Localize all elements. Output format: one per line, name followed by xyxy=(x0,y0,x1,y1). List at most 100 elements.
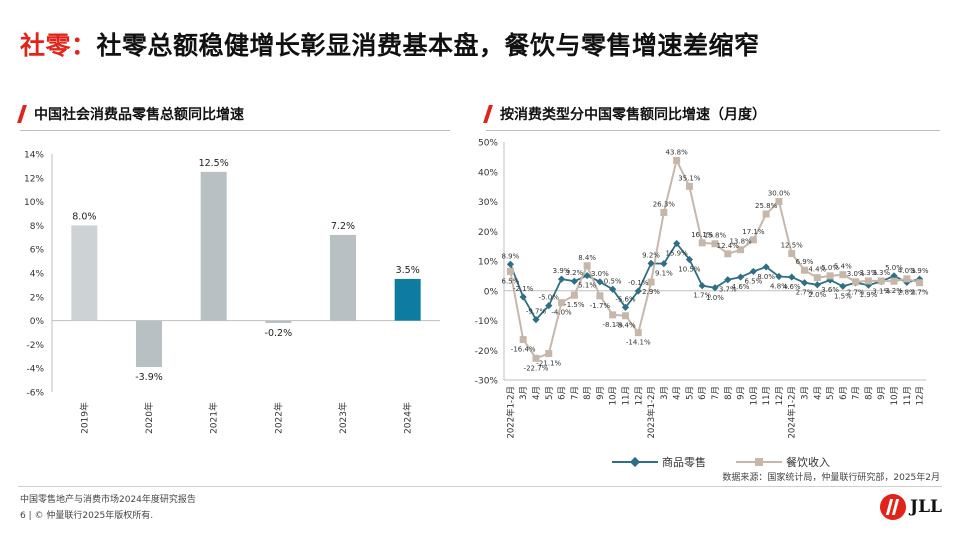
line-x-tick-label: 2024年1-2月 xyxy=(787,386,798,439)
retail-data-label: 0.5% xyxy=(604,277,622,285)
retail-data-label: 4.8% xyxy=(770,282,788,290)
legend-label-retail: 商品零售 xyxy=(662,456,706,469)
retail-data-label: 2.8% xyxy=(898,288,916,296)
line-x-tick-label: 3月 xyxy=(519,386,529,400)
retail-data-label: 4.6% xyxy=(783,283,801,291)
catering-point xyxy=(506,267,514,275)
catering-data-label: 5.4% xyxy=(834,263,852,271)
catering-data-label: 25.8% xyxy=(755,202,778,210)
data-source: 数据来源：国家统计局，仲量联行研究部，2025年2月 xyxy=(722,473,940,483)
catering-point xyxy=(673,156,681,164)
retail-data-label: 15.9% xyxy=(666,249,689,257)
bar-y-tick-label: 8% xyxy=(30,222,45,232)
catering-data-label: -1.7% xyxy=(590,302,611,310)
retail-point xyxy=(609,285,617,293)
line-x-tick-label: 11月 xyxy=(621,386,631,405)
catering-data-label: 4.0% xyxy=(898,267,916,275)
catering-data-label: -21.1% xyxy=(536,360,561,368)
catering-data-label: -8.1% xyxy=(603,321,624,329)
retail-point xyxy=(916,275,924,283)
catering-data-label: 13.8% xyxy=(729,238,752,246)
retail-data-label: -2.1% xyxy=(513,285,534,293)
left-panel-title: 中国社会消费品零售总额同比增速 xyxy=(34,107,244,123)
catering-data-label: 17.1% xyxy=(742,228,765,236)
line-x-tick-label: 5月 xyxy=(826,386,836,400)
catering-data-label: -4.0% xyxy=(551,309,572,317)
bar-2023年 xyxy=(330,234,356,321)
catering-point xyxy=(583,262,591,270)
catering-data-label: -22.7% xyxy=(524,364,549,372)
bar-2024年 xyxy=(394,278,421,321)
retail-point xyxy=(660,260,668,268)
catering-data-label: 2.9% xyxy=(642,288,660,296)
legend-item-retail: 商品零售 xyxy=(612,454,706,470)
retail-point xyxy=(685,255,694,264)
catering-data-label: -14.1% xyxy=(626,339,651,347)
line-x-tick-label: 6月 xyxy=(839,386,849,400)
retail-data-label: 1.7% xyxy=(693,292,711,300)
retail-point xyxy=(826,276,834,284)
retail-point xyxy=(736,273,745,281)
retail-data-label: 6.5% xyxy=(744,277,762,285)
line-x-tick-label: 3月 xyxy=(801,386,811,400)
catering-point xyxy=(545,350,553,358)
catering-data-label: 43.8% xyxy=(666,148,689,156)
catering-data-label: 30.0% xyxy=(768,190,791,198)
retail-point xyxy=(724,276,732,284)
line-x-tick-label: 5月 xyxy=(685,386,695,400)
jll-logo-icon xyxy=(880,494,907,520)
retail-point xyxy=(596,278,604,286)
catering-point xyxy=(698,239,706,247)
line-x-tick-label: 11月 xyxy=(762,386,772,405)
bar-x-tick-label: 2019年 xyxy=(78,402,90,434)
catering-point xyxy=(903,275,911,283)
legend-label-catering: 餐饮收入 xyxy=(786,456,830,469)
catering-point xyxy=(660,209,668,217)
catering-data-label: 3.2% xyxy=(885,287,903,295)
line-x-tick-label: 9月 xyxy=(737,386,747,400)
retail-data-label: 3.9% xyxy=(553,267,571,275)
right-panel-header: 按消费类型分中国零售额同比增速（月度） xyxy=(483,102,766,126)
catering-point xyxy=(724,250,732,258)
line-chart-legend: 商品零售 餐饮收入 xyxy=(612,454,860,470)
bar-y-tick-label: 0% xyxy=(30,317,45,327)
retail-data-label: 1.5% xyxy=(834,292,852,300)
retail-point xyxy=(673,239,681,248)
footer-report-name: 中国零售地产与消费市场2024年度研究报告 xyxy=(20,495,196,505)
copyright-text: © 仲量联行2025年版权所有. xyxy=(34,511,154,521)
bar-2022年 xyxy=(265,320,292,323)
retail-point xyxy=(557,275,566,283)
catering-point xyxy=(852,278,860,286)
catering-data-label: 5.0% xyxy=(821,264,839,272)
retail-point xyxy=(762,263,770,271)
bar-x-tick-label: 2021年 xyxy=(208,402,220,434)
retail-point xyxy=(583,271,591,280)
catering-data-label: -8.4% xyxy=(615,322,636,330)
retail-point xyxy=(570,277,578,285)
line-y-tick-label: 30% xyxy=(478,198,498,208)
retail-data-label: 3.9% xyxy=(911,267,929,275)
catering-point xyxy=(685,182,693,190)
catering-data-label: 3.3% xyxy=(860,269,878,277)
catering-data-label: 6.9% xyxy=(796,258,814,266)
catering-point xyxy=(775,198,783,205)
retail-point xyxy=(839,282,847,290)
retail-data-label: 2.0% xyxy=(808,291,826,299)
retail-point xyxy=(890,272,898,280)
retail-data-label: 2.7% xyxy=(847,289,865,297)
retail-point xyxy=(647,259,655,267)
bar-value-label: 3.5% xyxy=(396,265,420,276)
line-x-tick-label: 4月 xyxy=(673,386,683,400)
catering-data-label: -1.5% xyxy=(564,301,585,309)
retail-data-label: -5.6% xyxy=(615,295,636,303)
catering-point xyxy=(519,336,527,344)
catering-data-label: 3.3% xyxy=(872,269,890,277)
catering-data-label: 16.1% xyxy=(691,231,714,239)
catering-point xyxy=(788,250,796,258)
line-x-tick-label: 12月 xyxy=(916,386,926,405)
retail-point xyxy=(634,287,642,295)
bar-2019年 xyxy=(71,225,98,321)
catering-point xyxy=(813,274,821,282)
retail-point xyxy=(711,284,719,292)
